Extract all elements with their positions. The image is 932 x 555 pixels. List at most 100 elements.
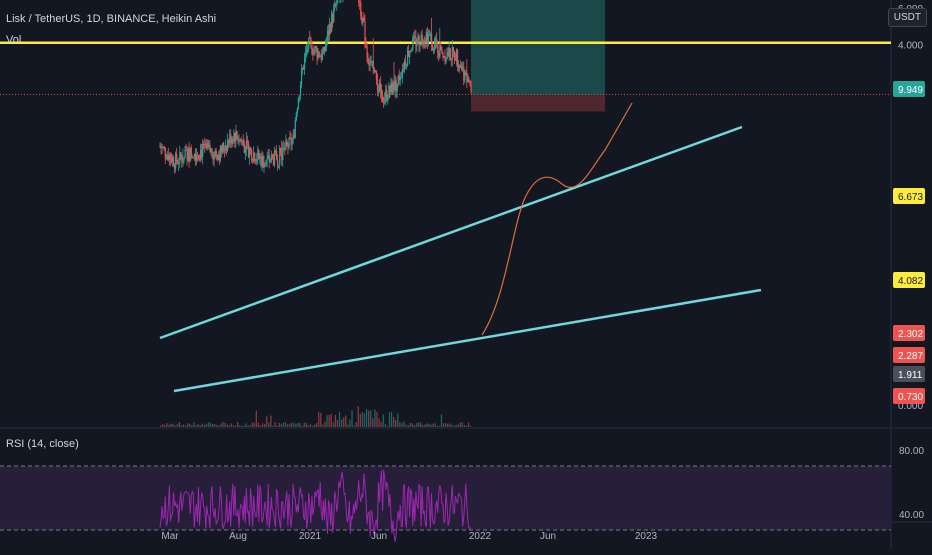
candle-body <box>269 160 271 162</box>
volume-bar <box>405 424 407 427</box>
candle-body <box>281 152 283 161</box>
volume-bar <box>270 415 272 427</box>
volume-bar <box>322 424 324 427</box>
candle-body <box>308 37 310 48</box>
candle-body <box>267 155 269 158</box>
candle-body <box>183 157 185 161</box>
candle-body <box>208 144 210 147</box>
volume-bar <box>334 414 337 427</box>
rsi-legend: RSI (14, close) <box>6 438 79 450</box>
volume-bar <box>386 425 389 427</box>
candle-body <box>207 143 209 147</box>
candle-body <box>397 75 399 84</box>
candle-body <box>249 148 252 150</box>
volume-bar <box>288 423 291 427</box>
volume-bar <box>401 423 403 427</box>
volume-bar <box>199 425 201 427</box>
volume-bar <box>459 422 461 427</box>
candle-body <box>179 151 181 164</box>
time-axis-label: Mar <box>161 531 179 542</box>
candle-body <box>317 51 319 59</box>
candle-body <box>213 156 215 160</box>
volume-bar <box>180 425 183 427</box>
candle-body <box>234 133 236 142</box>
candle-body <box>452 46 455 51</box>
volume-bar <box>272 425 274 427</box>
candle-body <box>306 49 308 52</box>
candle-body <box>309 37 311 39</box>
candle-body <box>416 43 418 47</box>
candle-body <box>187 148 189 161</box>
volume-bar <box>330 413 332 427</box>
candle-body <box>459 65 461 68</box>
volume-bar <box>361 412 364 427</box>
candle-body <box>263 162 265 168</box>
candle-body <box>272 156 275 166</box>
volume-bar <box>355 422 357 427</box>
volume-bar <box>236 422 239 427</box>
candle-body <box>199 158 201 160</box>
candle-body <box>177 161 179 164</box>
candle-body <box>159 146 161 148</box>
candle-body <box>193 153 196 159</box>
candle-body <box>228 140 230 144</box>
candle-body <box>300 70 303 85</box>
candle-body <box>245 140 248 149</box>
volume-bar <box>249 425 251 427</box>
volume-bar <box>461 422 463 427</box>
price-badge <box>893 366 925 382</box>
candle-body <box>168 154 171 160</box>
volume-bar <box>174 425 176 427</box>
candle-body <box>161 146 163 149</box>
volume-bar <box>336 419 339 427</box>
candle-body <box>255 161 257 163</box>
candle-body <box>453 50 456 60</box>
volume-bar <box>291 422 293 427</box>
candle-body <box>388 85 390 99</box>
candle-body <box>166 154 168 159</box>
currency-button[interactable]: USDT <box>887 8 927 27</box>
candle-body <box>411 49 413 51</box>
candle-body <box>244 148 246 153</box>
candle-body <box>382 95 384 103</box>
candle-body <box>359 1 361 3</box>
candle-body <box>428 35 431 37</box>
volume-bar <box>299 422 301 427</box>
volume-bar <box>343 417 345 427</box>
candle-body <box>466 75 468 83</box>
candle-body <box>440 45 442 50</box>
price-badge <box>893 81 925 97</box>
volume-bar <box>276 425 278 427</box>
candle-body <box>406 64 408 66</box>
candle-body <box>380 83 382 92</box>
candle-body <box>399 77 401 81</box>
candle-body <box>216 155 218 161</box>
volume-bar <box>340 419 343 427</box>
volume-bar <box>351 410 353 427</box>
candle-body <box>373 68 375 72</box>
volume-bar <box>372 418 374 427</box>
volume-bar <box>295 423 297 427</box>
candle-body <box>176 153 178 162</box>
volume-bar <box>338 411 341 427</box>
candle-body <box>335 3 337 6</box>
candle-body <box>229 134 231 144</box>
candle-body <box>326 30 329 40</box>
candle-body <box>328 30 330 35</box>
candle-body <box>185 150 187 152</box>
volume-bar <box>426 423 428 427</box>
candle-body <box>322 47 325 54</box>
time-axis-label: Jun <box>540 531 556 542</box>
candle-body <box>316 48 318 59</box>
time-axis-label: Jun <box>371 531 387 542</box>
volume-bar <box>309 424 312 427</box>
price-badge <box>893 347 925 363</box>
volume-bar <box>239 425 241 427</box>
candle-body <box>191 156 193 158</box>
candle-body <box>311 42 313 55</box>
volume-bar <box>241 425 243 427</box>
volume-bar <box>228 425 230 427</box>
candle-body <box>365 42 367 47</box>
